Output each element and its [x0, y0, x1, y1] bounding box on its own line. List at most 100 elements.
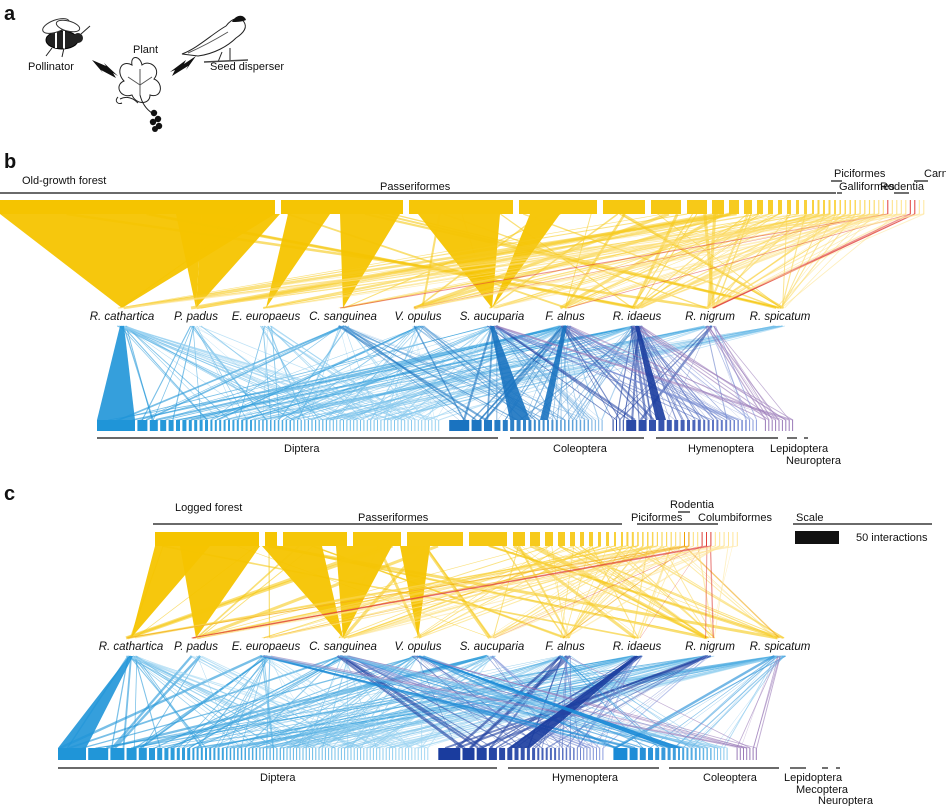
b-disperser-node [859, 200, 861, 214]
c-pollinator-node [366, 748, 368, 760]
b-pollination-link [120, 325, 439, 421]
c-pollination-link [128, 655, 207, 749]
b-pollination-link [118, 325, 405, 421]
disperser-order-label: Carnivora [924, 168, 946, 180]
c-pollinator-node [170, 748, 175, 760]
b-pollinator-node [370, 420, 372, 431]
b-dispersal-link [706, 213, 925, 309]
b-pollination-link [492, 325, 596, 421]
b-pollinator-node [407, 420, 409, 431]
b-pollinator-node [601, 420, 603, 431]
c-pollinator-node [713, 748, 715, 760]
c-dispersal-fan [180, 546, 260, 638]
c-pollinator-node [379, 748, 381, 760]
b-pollination-link [519, 325, 643, 421]
b-pollinator-node [315, 420, 317, 431]
b-pollinator-node [373, 420, 375, 431]
c-pollinator-node [414, 748, 416, 760]
b-pollination-link [524, 325, 563, 421]
b-pollination-link [262, 325, 269, 421]
c-disperser-node [545, 532, 553, 546]
c-pollination-link [713, 655, 784, 749]
b-pollinator-node [205, 420, 208, 431]
b-pollinator-node [332, 420, 334, 431]
b-pollinator-node [149, 420, 158, 431]
c-dispersal-link [125, 544, 385, 640]
c-disperser-node [265, 532, 277, 546]
b-pollination-link [631, 325, 794, 421]
c-disperser-node [723, 532, 725, 546]
b-pollinator-node [254, 420, 256, 431]
c-pollination-link [411, 655, 523, 749]
b-pollination-link [615, 325, 634, 421]
b-plant-label-8: R. nigrum [685, 311, 735, 323]
b-pollinator-node [658, 420, 665, 431]
c-pollinator-node [655, 748, 660, 760]
c-disperser-node [631, 532, 634, 546]
b-pollination-link [567, 325, 783, 421]
c-disperser-node [732, 532, 734, 546]
b-pollinator-node [712, 420, 714, 431]
c-pollinator-node [299, 748, 301, 760]
c-pollinator-node [126, 748, 137, 760]
c-plant-label-3: C. sanguinea [309, 641, 377, 653]
c-pollinator-node [196, 748, 199, 760]
b-pollination-link [421, 325, 566, 421]
c-pollinator-node [385, 748, 387, 760]
c-pollination-link [413, 655, 757, 749]
c-pollination-link [723, 655, 777, 749]
c-pollinator-node [514, 748, 519, 760]
c-pollinator-node [221, 748, 224, 760]
c-dispersal-link [126, 545, 685, 639]
c-pollinator-node [682, 748, 685, 760]
b-pollinator-node [768, 420, 770, 431]
b-pollination-link [262, 325, 272, 421]
c-pollination-link [263, 655, 744, 749]
b-disperser-node [796, 200, 799, 214]
c-pollinator-node [720, 748, 722, 760]
b-pollinator-node [583, 420, 586, 431]
c-pollinator-node [205, 748, 207, 760]
b-pollinator-node [414, 420, 416, 431]
c-pollination-link [339, 655, 479, 749]
c-pollinator-node [244, 748, 246, 760]
disperser-order-label: Rodentia [880, 181, 925, 193]
c-pollinator-node [279, 748, 281, 760]
c-disperser-node [469, 532, 507, 546]
c-pollination-link [134, 655, 161, 749]
c-pollinator-node [187, 748, 191, 760]
disperser-order-label: Rodentia [670, 499, 715, 511]
c-pollinator-node [289, 748, 291, 760]
b-pollinator-node [587, 420, 589, 431]
c-pollination-link [128, 655, 243, 749]
b-pollination-link [261, 325, 316, 421]
c-dispersal-link [191, 545, 712, 639]
c-pollination-link [402, 655, 561, 749]
b-pollinator-node [390, 420, 392, 431]
b-pollinator-node [182, 420, 187, 431]
c-dispersal-link [377, 545, 422, 639]
b-dispersal-link [565, 213, 884, 309]
b-disperser-node [812, 200, 814, 214]
c-pollination-link [753, 655, 779, 749]
panel-c-title: Logged forest [175, 502, 242, 514]
b-pollination-link [412, 325, 433, 421]
c-pollinator-node [723, 748, 725, 760]
c-pollinator-node [558, 748, 560, 760]
c-disperser-node [626, 532, 629, 546]
b-plant-label-9: R. spicatum [750, 311, 811, 323]
b-plant-label-4: V. opulus [394, 311, 441, 323]
b-disperser-node [519, 200, 597, 214]
b-pollinator-node [336, 420, 338, 431]
b-pollinator-node [322, 420, 324, 431]
b-pollinator-node [311, 420, 313, 431]
b-pollination-link [117, 325, 344, 421]
c-pollination-link [262, 655, 689, 749]
b-pollination-link [568, 325, 693, 421]
c-pollinator-node [213, 748, 216, 760]
disperser-order-label: Piciformes [631, 512, 683, 524]
b-pollination-link [195, 325, 566, 421]
c-pollination-link [415, 655, 781, 749]
b-disperser-node [864, 200, 866, 214]
c-pollination-link [740, 655, 775, 749]
